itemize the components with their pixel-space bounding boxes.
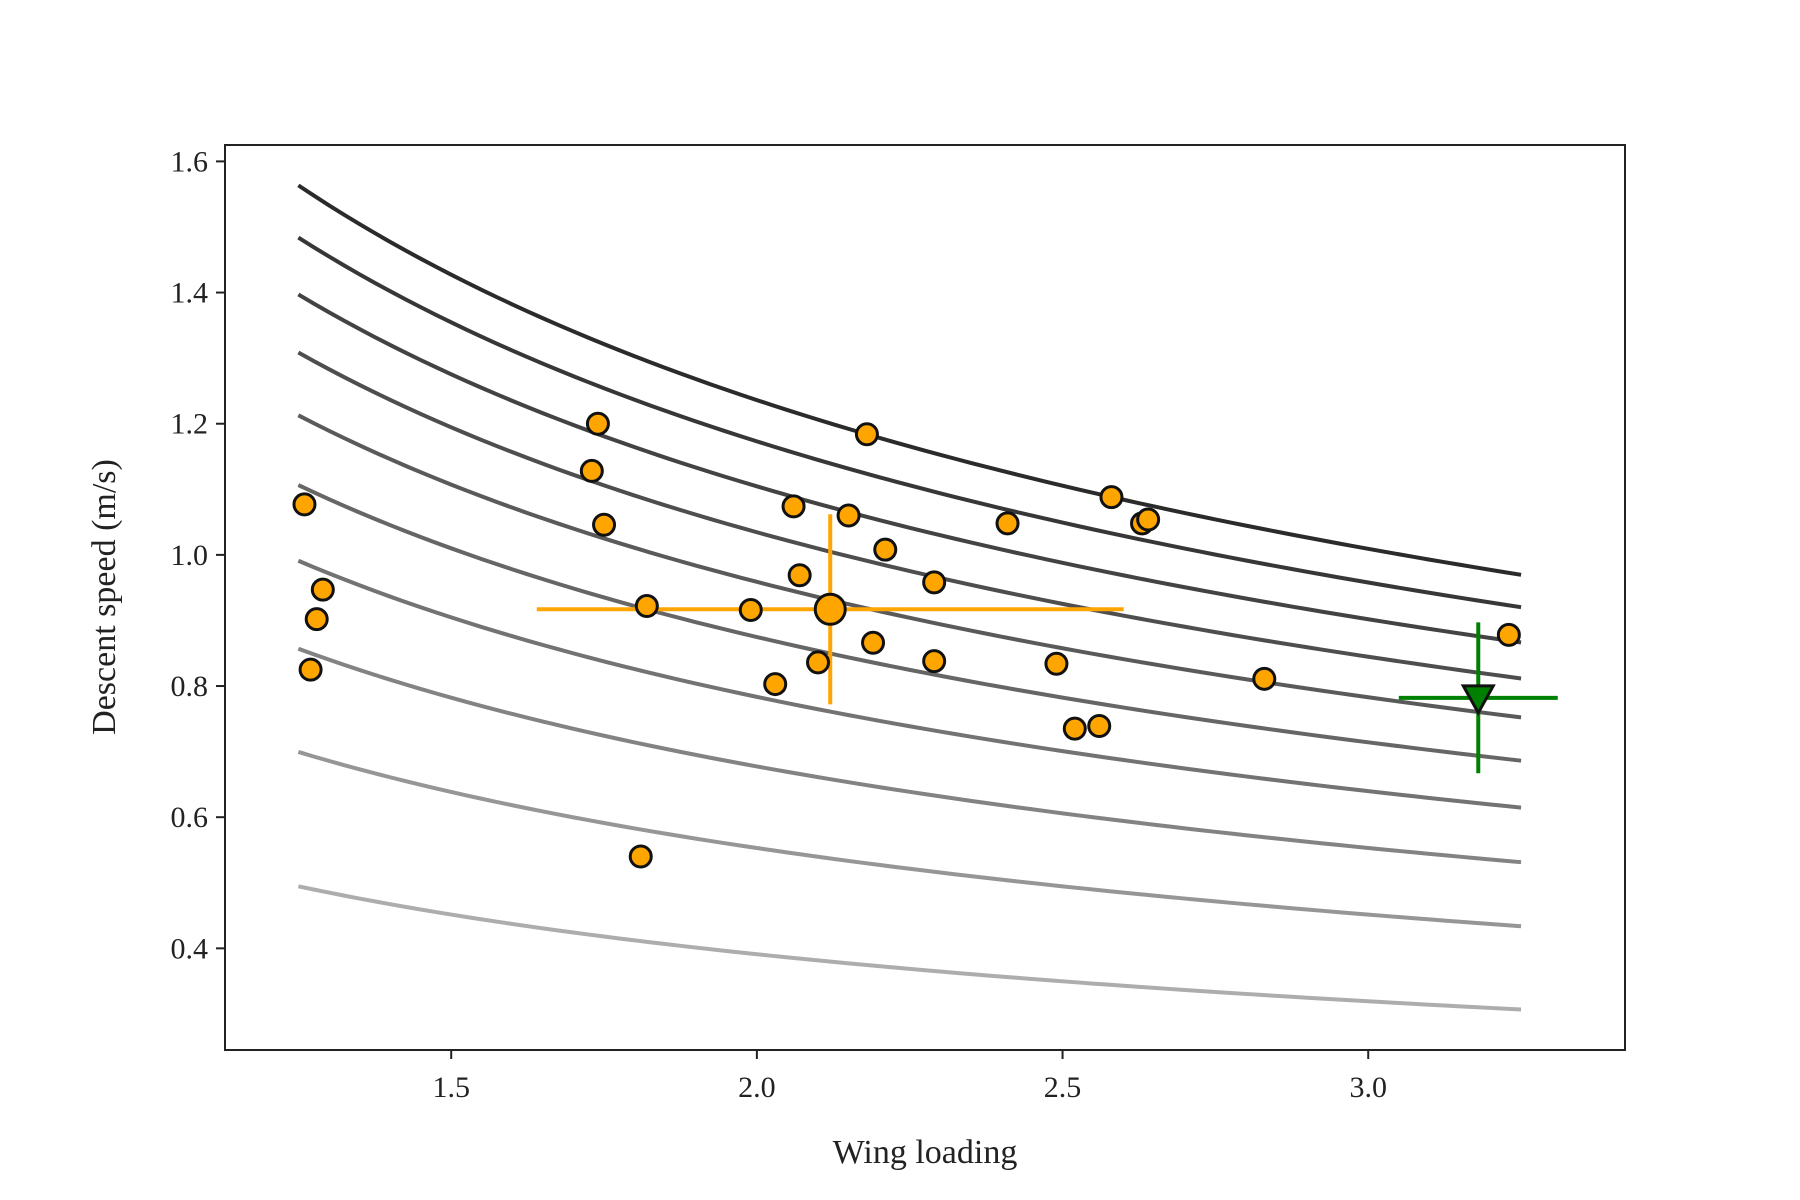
reference-curve bbox=[297, 558, 1522, 810]
data-point bbox=[1099, 485, 1124, 510]
data-point bbox=[292, 492, 317, 517]
data-point bbox=[304, 607, 329, 632]
x-tick-label: 2.5 bbox=[1044, 1071, 1082, 1104]
data-point bbox=[1044, 651, 1069, 676]
data-point bbox=[787, 563, 812, 588]
data-point bbox=[298, 657, 323, 682]
x-axis-label: Wing loading bbox=[833, 1134, 1018, 1171]
reference-curve bbox=[297, 413, 1522, 720]
x-tick-label: 3.0 bbox=[1349, 1071, 1387, 1104]
y-tick-label: 1.2 bbox=[171, 408, 209, 441]
data-point bbox=[1252, 666, 1277, 691]
data-point bbox=[592, 512, 617, 537]
triangle-point bbox=[1460, 684, 1496, 716]
y-tick-label: 0.8 bbox=[171, 670, 209, 703]
data-point bbox=[585, 411, 610, 436]
reference-curve bbox=[297, 235, 1522, 610]
plot-frame bbox=[224, 144, 1626, 1051]
data-point bbox=[738, 597, 763, 622]
data-point bbox=[836, 503, 861, 528]
plot-background bbox=[225, 145, 1625, 1050]
y-tick-label: 0.4 bbox=[171, 932, 209, 965]
data-point bbox=[873, 537, 898, 562]
reference-curve bbox=[297, 646, 1522, 865]
y-tick-label: 1.4 bbox=[171, 277, 209, 310]
y-axis-label: Descent speed (m/s) bbox=[86, 459, 123, 735]
data-point bbox=[1496, 622, 1521, 647]
reference-curve bbox=[297, 884, 1522, 1012]
points-layer bbox=[292, 411, 1521, 869]
reference-curve bbox=[297, 183, 1522, 577]
data-point bbox=[922, 570, 947, 595]
data-point bbox=[781, 494, 806, 519]
data-point bbox=[995, 511, 1020, 536]
y-tick-label: 1.0 bbox=[171, 539, 209, 572]
data-point bbox=[1087, 714, 1112, 739]
x-axis-ticks: 1.5 2.0 2.5 3.0 bbox=[432, 1050, 1387, 1104]
x-tick-label: 1.5 bbox=[432, 1071, 470, 1104]
data-point bbox=[1136, 507, 1161, 532]
data-point bbox=[763, 672, 788, 697]
mean-point bbox=[813, 592, 847, 626]
y-tick-label: 1.6 bbox=[171, 145, 209, 178]
data-point bbox=[310, 577, 335, 602]
y-tick-label: 0.6 bbox=[171, 801, 209, 834]
data-point bbox=[861, 630, 886, 655]
reference-curve bbox=[297, 750, 1522, 929]
data-point bbox=[1062, 716, 1087, 741]
reference-curve bbox=[297, 483, 1522, 763]
curves-layer bbox=[297, 183, 1522, 1012]
data-point bbox=[806, 650, 831, 675]
data-point bbox=[854, 422, 879, 447]
reference-curve bbox=[297, 350, 1522, 681]
reference-curve bbox=[297, 292, 1522, 645]
data-point bbox=[628, 844, 653, 869]
data-point bbox=[634, 594, 659, 619]
data-point bbox=[922, 649, 947, 674]
y-axis-ticks: 0.4 0.6 0.8 1.0 1.2 1.4 1.6 bbox=[171, 145, 225, 965]
x-tick-label: 2.0 bbox=[738, 1071, 776, 1104]
data-point bbox=[579, 458, 604, 483]
